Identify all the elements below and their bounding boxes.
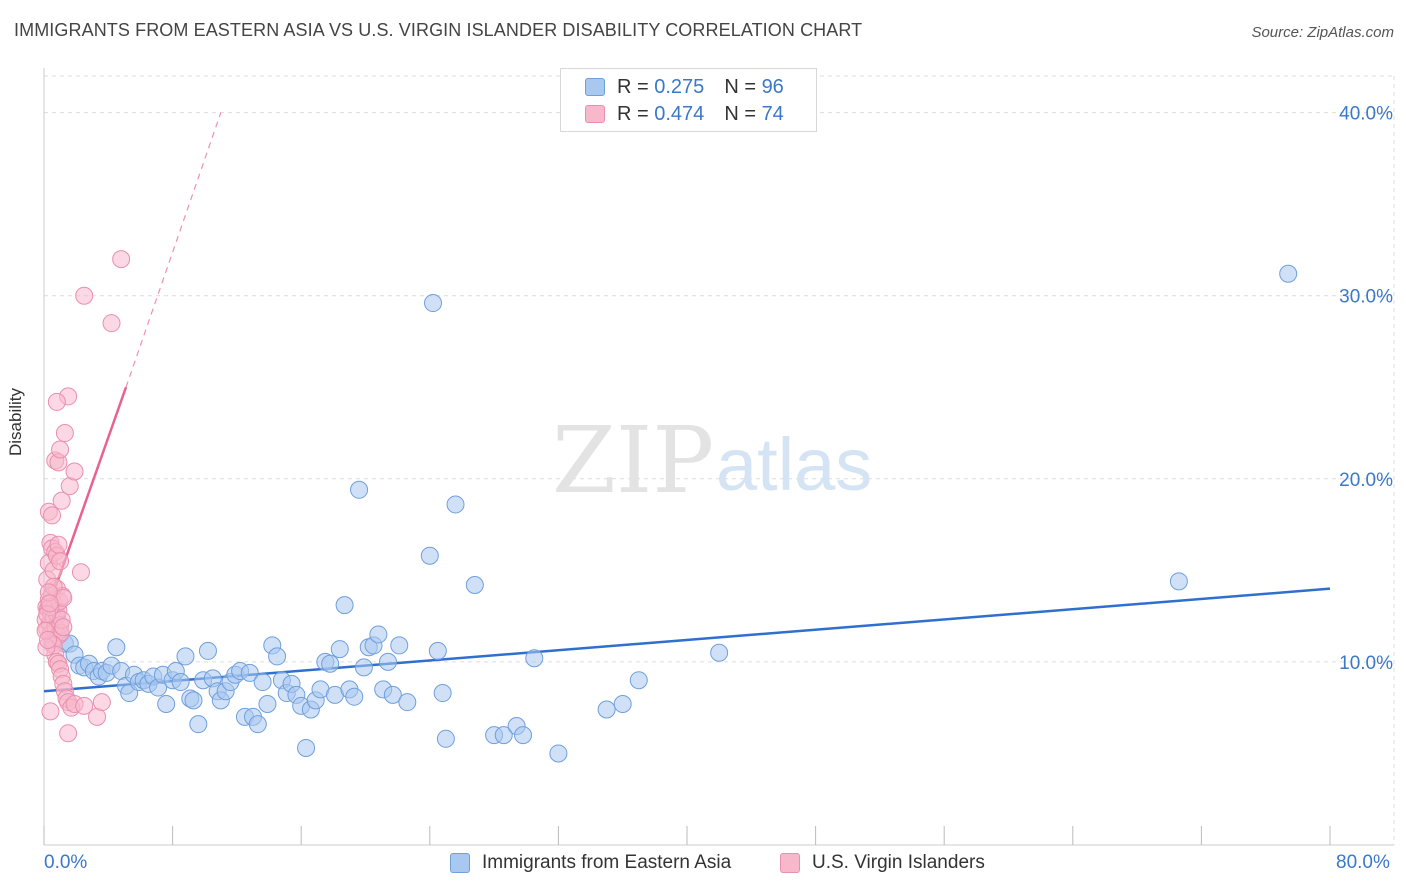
trend-line-virgin-islanders-extension xyxy=(125,112,222,388)
legend-n-value: 96 xyxy=(761,75,784,98)
data-point-virgin-islanders xyxy=(55,424,74,443)
legend-swatch-pink xyxy=(585,105,605,123)
data-point-virgin-islanders xyxy=(54,618,73,637)
data-point-eastern-asia xyxy=(268,647,287,666)
series-swatch-blue xyxy=(450,853,470,873)
data-point-eastern-asia xyxy=(198,641,217,660)
legend-r-label: R = xyxy=(617,102,649,125)
data-point-eastern-asia xyxy=(248,715,267,734)
data-point-eastern-asia xyxy=(258,695,277,714)
x-tick-label-max: 80.0% xyxy=(1336,852,1390,873)
y-tick-label: 40.0% xyxy=(1339,104,1393,125)
legend-row-virgin-islanders: R = 0.474 N = 74 xyxy=(585,101,784,127)
data-point-eastern-asia xyxy=(297,738,316,757)
data-point-virgin-islanders xyxy=(102,314,121,333)
data-point-virgin-islanders xyxy=(92,693,111,712)
data-point-eastern-asia xyxy=(335,596,354,615)
legend-r-value: 0.474 xyxy=(654,102,705,125)
data-point-eastern-asia xyxy=(171,673,190,692)
data-point-eastern-asia xyxy=(350,480,369,499)
x-tick-label-min: 0.0% xyxy=(44,852,88,873)
data-point-eastern-asia xyxy=(428,641,447,660)
series-legend-label: Immigrants from Eastern Asia xyxy=(482,852,732,873)
data-point-eastern-asia xyxy=(613,695,632,714)
data-point-virgin-islanders xyxy=(41,702,60,721)
data-point-eastern-asia xyxy=(710,643,729,662)
data-point-virgin-islanders xyxy=(47,392,66,411)
data-point-virgin-islanders xyxy=(65,462,84,481)
data-point-eastern-asia xyxy=(629,671,648,690)
legend-n-value: 74 xyxy=(761,102,784,125)
data-point-eastern-asia xyxy=(446,495,465,514)
data-point-virgin-islanders xyxy=(59,724,78,743)
data-point-eastern-asia xyxy=(107,638,126,657)
data-point-eastern-asia xyxy=(379,652,398,671)
data-point-eastern-asia xyxy=(433,684,452,703)
data-point-eastern-asia xyxy=(369,625,388,644)
trend-lines xyxy=(42,112,1331,693)
data-point-eastern-asia xyxy=(424,294,443,313)
data-point-eastern-asia xyxy=(383,685,402,704)
data-point-eastern-asia xyxy=(436,729,455,748)
legend-swatch-blue xyxy=(585,78,605,96)
data-point-eastern-asia xyxy=(189,715,208,734)
series-legend-label: U.S. Virgin Islanders xyxy=(812,852,985,873)
data-point-eastern-asia xyxy=(330,640,349,659)
legend-n-label: N = xyxy=(724,102,756,125)
data-point-virgin-islanders xyxy=(71,563,90,582)
legend-row-eastern-asia: R = 0.275 N = 96 xyxy=(585,74,784,100)
data-point-virgin-islanders xyxy=(40,594,59,613)
data-point-eastern-asia xyxy=(176,647,195,666)
data-point-eastern-asia xyxy=(354,658,373,677)
data-point-eastern-asia xyxy=(253,673,272,692)
data-point-eastern-asia xyxy=(514,726,533,745)
data-point-eastern-asia xyxy=(157,695,176,714)
correlation-legend: R = 0.275 N = 96 R = 0.474 N = 74 xyxy=(560,68,817,132)
series-legend-eastern-asia[interactable]: Immigrants from Eastern Asia xyxy=(450,852,731,874)
data-point-virgin-islanders xyxy=(51,440,70,459)
series-virgin-islanders-points xyxy=(36,250,131,743)
data-point-eastern-asia xyxy=(1169,572,1188,591)
chart-title: IMMIGRANTS FROM EASTERN ASIA VS U.S. VIR… xyxy=(14,20,863,40)
data-point-eastern-asia xyxy=(240,663,259,682)
data-point-virgin-islanders xyxy=(75,286,94,305)
data-point-eastern-asia xyxy=(1279,264,1298,283)
data-point-eastern-asia xyxy=(321,654,340,673)
series-legend-virgin-islanders[interactable]: U.S. Virgin Islanders xyxy=(780,852,985,874)
data-point-virgin-islanders xyxy=(112,250,131,269)
series-swatch-pink xyxy=(780,853,800,873)
data-point-virgin-islanders xyxy=(43,506,62,525)
watermark-atlas: atlas xyxy=(716,423,872,506)
data-point-eastern-asia xyxy=(525,649,544,668)
legend-r-label: R = xyxy=(617,75,649,98)
data-point-eastern-asia xyxy=(184,691,203,710)
y-tick-label: 20.0% xyxy=(1339,470,1393,491)
legend-r-value: 0.275 xyxy=(654,75,705,98)
data-point-eastern-asia xyxy=(420,546,439,565)
data-point-virgin-islanders xyxy=(52,491,71,510)
y-tick-label: 10.0% xyxy=(1339,653,1393,674)
data-point-eastern-asia xyxy=(597,700,616,719)
series-legend: Immigrants from Eastern Asia U.S. Virgin… xyxy=(0,852,1406,878)
data-point-eastern-asia xyxy=(398,693,417,712)
y-tick-labels: 10.0% 20.0% 30.0% 40.0% xyxy=(1339,104,1393,674)
data-point-virgin-islanders xyxy=(51,552,70,571)
data-point-eastern-asia xyxy=(345,687,364,706)
data-point-eastern-asia xyxy=(549,744,568,763)
watermark-zip: ZIP xyxy=(552,407,714,514)
legend-n-label: N = xyxy=(724,75,756,98)
data-point-virgin-islanders xyxy=(39,630,58,649)
data-point-virgin-islanders xyxy=(75,696,94,715)
data-point-eastern-asia xyxy=(465,576,484,595)
source-label: Source: ZipAtlas.com xyxy=(1251,24,1394,41)
data-point-eastern-asia xyxy=(494,726,513,745)
data-point-virgin-islanders xyxy=(49,535,68,554)
y-tick-label: 30.0% xyxy=(1339,287,1393,308)
data-point-eastern-asia xyxy=(390,636,409,655)
